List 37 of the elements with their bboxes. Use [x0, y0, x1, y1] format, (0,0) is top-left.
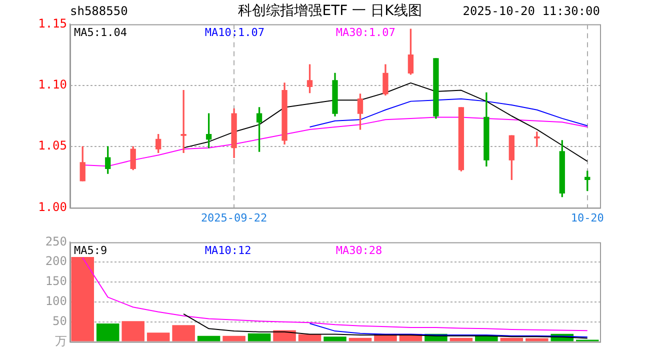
- text: MA30:28: [336, 244, 382, 258]
- bar: [500, 338, 524, 342]
- bar: [475, 336, 498, 342]
- bar: [248, 333, 271, 342]
- text: MA5:1.04: [74, 26, 128, 40]
- text: sh588550: [70, 4, 128, 18]
- bar: [298, 334, 322, 342]
- bar: [222, 336, 246, 342]
- y-tick-label: 万: [55, 334, 67, 348]
- x-tick-label: 2025-09-22: [200, 211, 268, 224]
- bar: [450, 338, 473, 342]
- text: MA5:9: [74, 244, 108, 258]
- y-tick-label: 250: [45, 234, 67, 248]
- bar: [197, 336, 220, 342]
- y-tick-label: 1.00: [38, 200, 67, 214]
- y-tick-label: 100: [45, 294, 67, 308]
- bar: [71, 256, 94, 342]
- text: MA30:1.07: [336, 26, 396, 40]
- bar: [172, 325, 195, 342]
- chart-title: 科创综指增强ETF 一 日K线图: [238, 3, 422, 19]
- y-tick-label: 1.15: [38, 16, 67, 30]
- bar: [348, 338, 372, 342]
- bar: [146, 332, 170, 342]
- y-tick-label: 200: [45, 254, 67, 268]
- text: 2025-10-20 11:30:00: [462, 4, 600, 18]
- bar: [273, 330, 296, 342]
- bar: [324, 336, 346, 342]
- y-tick-label: 150: [45, 274, 67, 288]
- text: MA10:12: [204, 244, 252, 258]
- y-tick-label: 1.05: [38, 138, 67, 153]
- text: MA10:1.07: [204, 26, 265, 40]
- x-tick-label: 10-20: [570, 211, 604, 224]
- y-tick-label: 1.10: [38, 78, 67, 92]
- bar: [96, 323, 120, 342]
- y-tick-label: 50: [52, 314, 67, 328]
- bar: [526, 338, 548, 342]
- bar: [122, 321, 144, 342]
